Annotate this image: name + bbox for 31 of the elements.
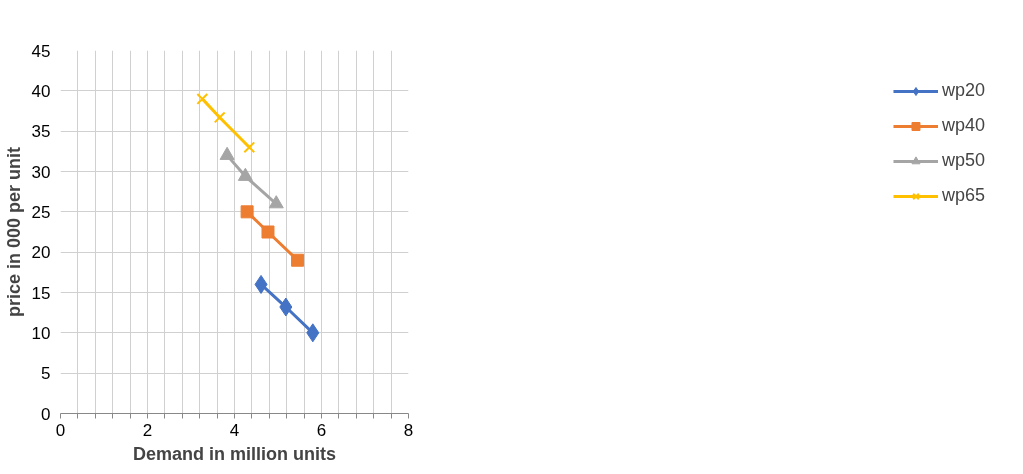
point [196, 92, 209, 105]
point [268, 195, 284, 209]
y-tick-label: 10 [31, 323, 51, 343]
y-tick-label: 5 [41, 364, 51, 384]
y-tick-label: 0 [41, 404, 51, 424]
x-tick-label: 8 [403, 420, 414, 440]
y-tick-label: 40 [31, 81, 51, 101]
point [306, 323, 320, 343]
point [240, 205, 254, 219]
y-axis-title: price in 000 per unit [3, 146, 24, 318]
point [279, 297, 293, 317]
legend-label: wp50 [941, 150, 985, 171]
x-axis-title: Demand in million units [133, 443, 337, 464]
y-tick-label: 20 [31, 243, 51, 263]
point [261, 225, 275, 239]
x-tick-label: 2 [142, 420, 153, 440]
y-tick-label: 45 [31, 41, 51, 61]
y-tick-label: 35 [31, 122, 51, 142]
point [291, 253, 305, 267]
x-tick-label: 6 [316, 420, 327, 440]
y-tick-label: 15 [31, 283, 51, 303]
legend-label: wp20 [941, 80, 985, 101]
y-tick-label: 30 [31, 162, 51, 182]
point [213, 111, 226, 124]
y-tick-label: 25 [31, 202, 51, 222]
x-tick-label: 0 [55, 420, 66, 440]
point [243, 141, 256, 154]
x-tick-label: 4 [229, 420, 240, 440]
legend-label: wp65 [941, 185, 985, 206]
legend-label: wp40 [941, 115, 985, 136]
point [254, 274, 268, 294]
